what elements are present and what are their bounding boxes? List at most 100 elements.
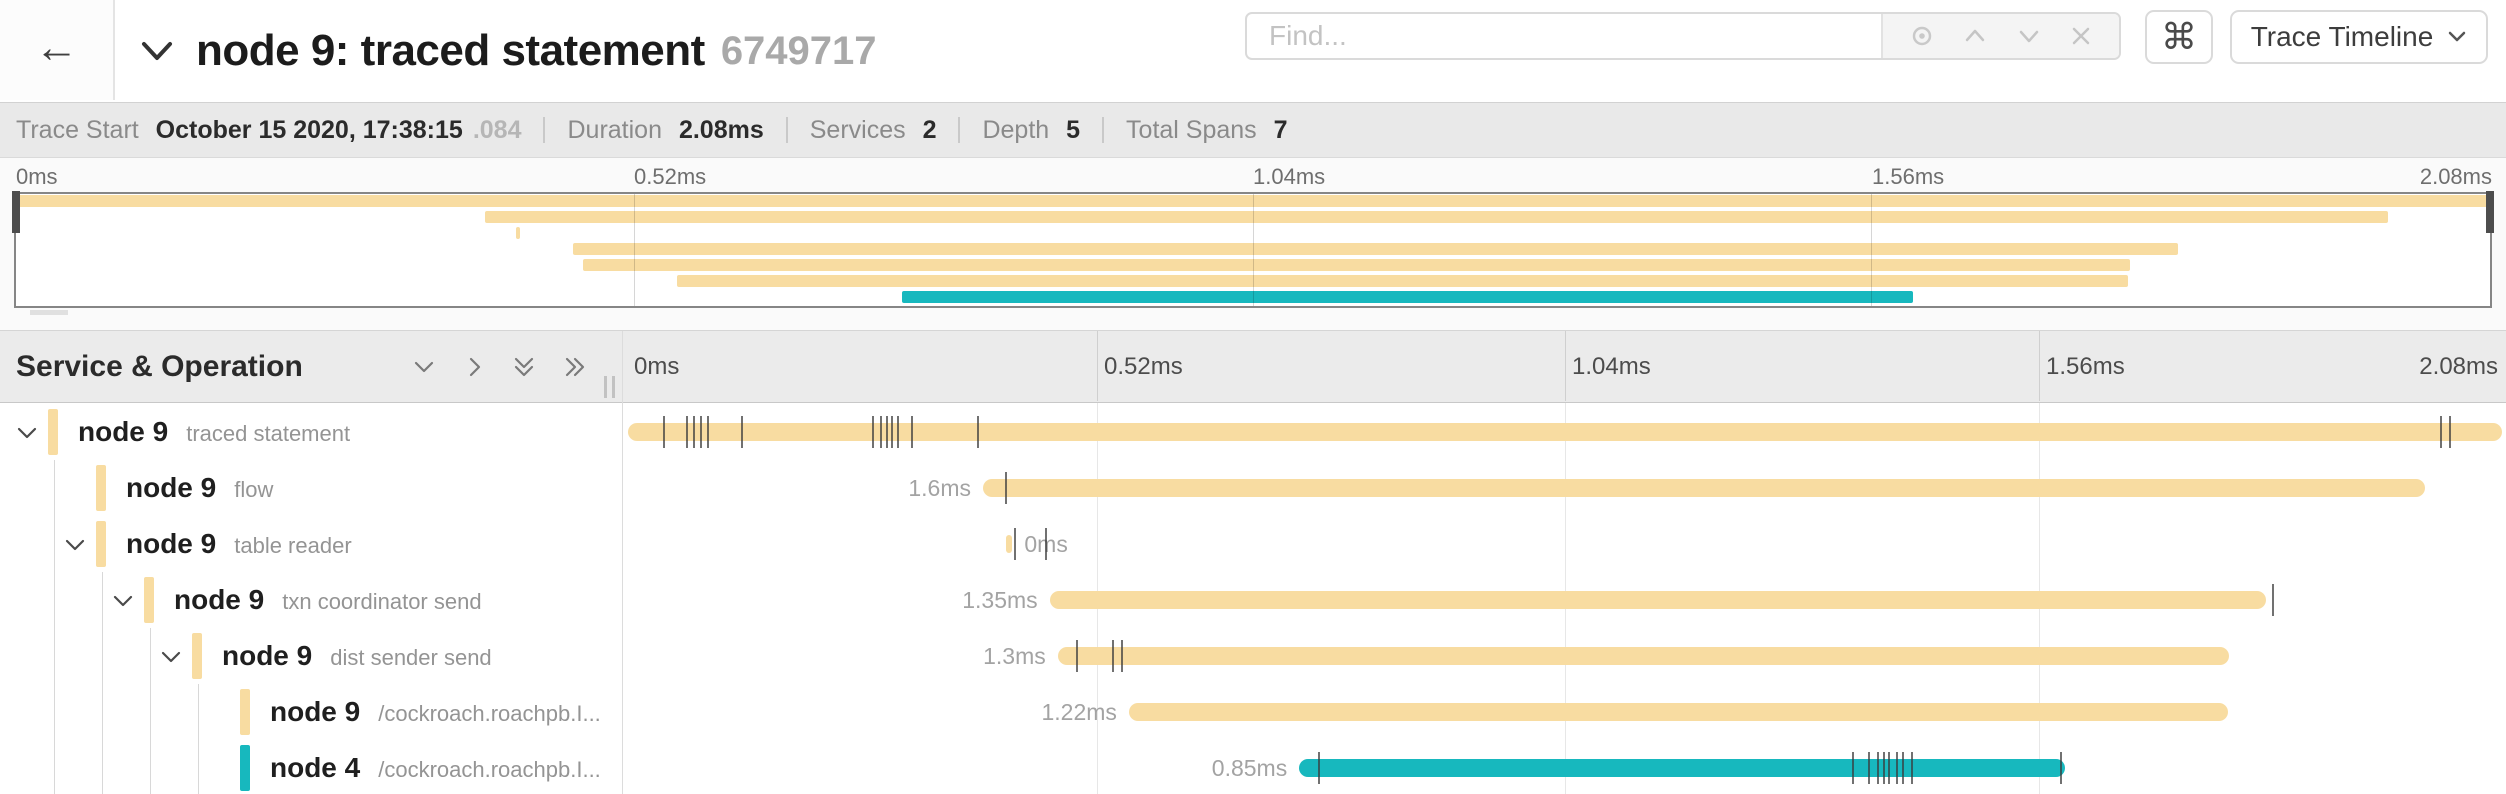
operation-name: txn coordinator send <box>282 589 482 614</box>
span-timeline-cell[interactable] <box>0 404 2506 460</box>
span-log-marker <box>692 416 695 448</box>
span-tree-item[interactable]: node 9 dist sender send <box>0 628 620 684</box>
summary-label: Total Spans <box>1126 115 1257 144</box>
span-row: 1.3ms node 9 dist sender send <box>0 628 2506 684</box>
chevron-down-icon[interactable] <box>158 644 184 670</box>
chevron-down-icon[interactable] <box>62 532 88 558</box>
tree-guide-line <box>54 516 55 572</box>
minimap-span-bar <box>16 195 2490 207</box>
span-log-marker <box>897 416 900 448</box>
span-timeline-cell[interactable]: 1.3ms <box>0 628 2506 684</box>
find-prev-icon[interactable] <box>1961 22 1989 50</box>
expand-all-icon[interactable] <box>560 353 588 381</box>
span-tree-item[interactable]: node 9 txn coordinator send <box>0 572 620 628</box>
minimap-span-bar <box>902 291 1914 303</box>
span-bar[interactable] <box>1049 591 2266 609</box>
timeline-tick-label: 2.08ms <box>2419 353 2498 380</box>
summary-label: Trace Start <box>16 115 139 144</box>
span-log-marker <box>1895 752 1898 784</box>
find-input[interactable] <box>1247 14 1881 58</box>
locate-icon[interactable] <box>1908 22 1936 50</box>
timeline-tick-label: 1.04ms <box>1572 353 1651 380</box>
span-log-marker <box>2439 416 2442 448</box>
summary-item: Trace Start October 15 2020, 17:38:15 .08… <box>16 116 521 145</box>
span-timeline-cell[interactable]: 1.6ms <box>0 460 2506 516</box>
expand-one-icon[interactable] <box>460 353 488 381</box>
service-name: node 4 <box>270 752 361 783</box>
span-names: node 9 dist sender send <box>222 628 492 684</box>
tree-guide-line <box>198 740 199 794</box>
span-tree-item[interactable]: node 4/cockroach.roachpb.I... <box>0 740 620 794</box>
minimap-scroll-indicator <box>30 310 68 315</box>
chevron-down-icon[interactable] <box>14 420 40 446</box>
span-log-marker <box>2448 416 2451 448</box>
service-color-bar <box>240 745 250 791</box>
divider <box>543 117 546 143</box>
back-button[interactable]: ← <box>0 0 115 100</box>
span-names: node 9 table reader <box>126 516 352 572</box>
span-log-marker <box>880 416 883 448</box>
span-timeline-cell[interactable]: 0ms <box>0 516 2506 572</box>
chevron-down-icon <box>2449 31 2466 42</box>
service-name: node 9 <box>222 640 313 671</box>
span-tree-item[interactable]: node 9/cockroach.roachpb.I... <box>0 684 620 740</box>
view-range-right-handle[interactable] <box>2486 191 2494 233</box>
operation-name: traced statement <box>186 421 351 446</box>
grid-line <box>1097 331 1098 401</box>
minimap-span-bar <box>515 227 520 239</box>
span-log-marker <box>1852 752 1855 784</box>
span-log-marker <box>1318 752 1321 784</box>
summary-label: Duration <box>567 115 662 144</box>
span-log-marker <box>910 416 913 448</box>
span-timeline-cell[interactable]: 1.35ms <box>0 572 2506 628</box>
minimap-canvas[interactable] <box>14 192 2492 308</box>
span-bar[interactable] <box>628 423 2502 441</box>
chevron-down-icon[interactable] <box>110 588 136 614</box>
keyboard-shortcuts-button[interactable]: ⌘ <box>2145 10 2213 64</box>
page-title: node 9: traced statement <box>196 26 705 75</box>
tree-guide-line <box>54 460 55 516</box>
span-log-marker <box>699 416 702 448</box>
span-names: node 9 txn coordinator send <box>174 572 482 628</box>
column-resize-handle[interactable] <box>604 376 615 398</box>
span-bar[interactable] <box>1128 703 2229 721</box>
panel-divider[interactable] <box>622 331 623 794</box>
span-tree-item[interactable]: node 9 flow <box>0 460 620 516</box>
service-name: node 9 <box>270 696 361 727</box>
span-tree-item[interactable]: node 9 traced statement <box>0 404 620 460</box>
span-log-marker <box>890 416 893 448</box>
operation-name: table reader <box>234 533 352 558</box>
service-color-bar <box>240 689 250 735</box>
summary-value: 2.08ms <box>678 115 764 144</box>
chevron-down-icon[interactable] <box>138 36 176 66</box>
clear-find-icon[interactable] <box>2068 23 2094 49</box>
trace-view-selector[interactable]: Trace Timeline <box>2230 10 2488 64</box>
span-duration-label: 0.85ms <box>1211 755 1288 781</box>
trace-summary-bar: Trace Start October 15 2020, 17:38:15 .08… <box>0 102 2506 158</box>
span-row: 1.22ms node 9/cockroach.roachpb.I... <box>0 684 2506 740</box>
timeline-tick-label: 0.52ms <box>1104 353 1183 380</box>
span-log-marker <box>1888 752 1891 784</box>
tree-guide-line <box>150 684 151 740</box>
span-tree-item[interactable]: node 9 table reader <box>0 516 620 572</box>
span-bar[interactable] <box>1006 535 1013 553</box>
view-range-left-handle[interactable] <box>12 191 20 233</box>
span-names: node 9/cockroach.roachpb.I... <box>270 684 601 740</box>
span-rows: node 9 traced statement 1.6ms node 9 flow … <box>0 404 2506 794</box>
span-log-marker <box>2272 584 2275 616</box>
tree-guide-line <box>54 572 55 628</box>
trace-title-group: node 9: traced statement 6749717 <box>138 0 877 102</box>
span-timeline-cell[interactable]: 1.22ms <box>0 684 2506 740</box>
span-log-marker <box>1075 640 1078 672</box>
span-row: 1.35ms node 9 txn coordinator send <box>0 572 2506 628</box>
tree-guide-line <box>54 740 55 794</box>
tree-guide-line <box>102 740 103 794</box>
span-bar[interactable] <box>1057 647 2229 665</box>
collapse-all-icon[interactable] <box>510 353 538 381</box>
collapse-one-icon[interactable] <box>410 353 438 381</box>
span-bar[interactable] <box>1299 759 2066 777</box>
span-timeline-cell[interactable]: 0.85ms <box>0 740 2506 794</box>
find-next-icon[interactable] <box>2015 22 2043 50</box>
span-bar[interactable] <box>982 479 2425 497</box>
span-log-marker <box>1901 752 1904 784</box>
